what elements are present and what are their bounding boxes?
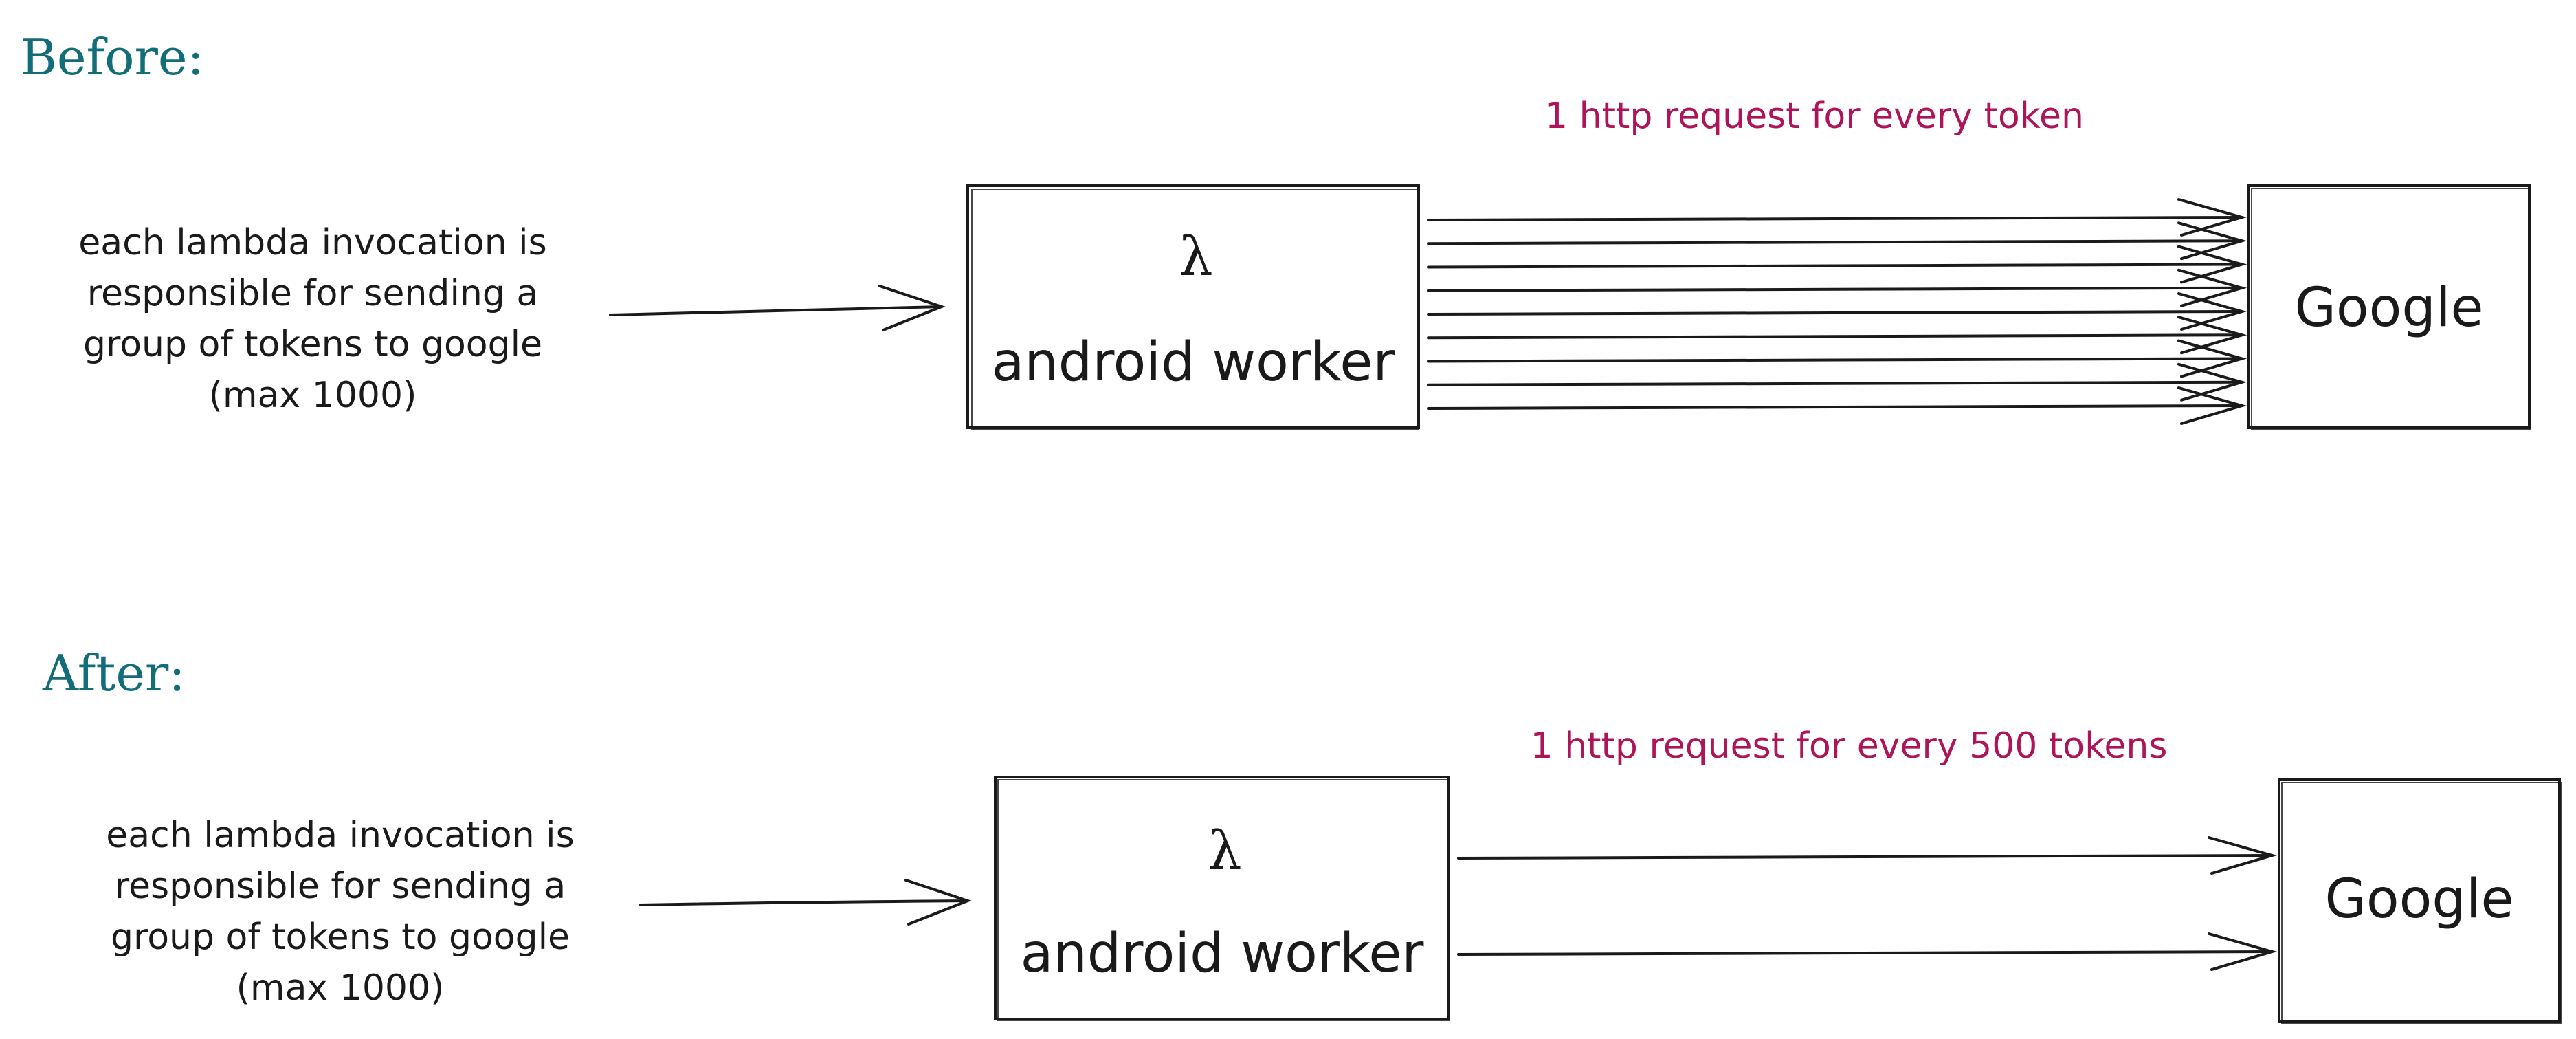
before-description: each lambda invocation is responsible fo…: [78, 222, 546, 416]
before-worker-box: λ android worker: [966, 184, 1420, 430]
before-google-box: Google: [2247, 184, 2531, 430]
after-title: After:: [42, 644, 186, 702]
after-worker-box: λ android worker: [994, 776, 1450, 1021]
before-google-label: Google: [2294, 277, 2483, 339]
before-section: Before: each lambda invocation is respon…: [21, 28, 2531, 430]
after-request-arrow: [1457, 836, 2278, 875]
before-input-arrow: [609, 285, 946, 331]
after-google-box: Google: [2278, 778, 2562, 1024]
before-annotation: 1 http request for every token: [1545, 96, 2084, 137]
before-request-arrow: [1427, 198, 2247, 237]
after-request-arrow: [1457, 932, 2278, 971]
before-description-line-3: group of tokens to google: [83, 324, 542, 365]
before-request-arrows: [1427, 198, 2247, 425]
before-worker-label: android worker: [992, 331, 1396, 393]
before-description-line-4: (max 1000): [209, 375, 417, 416]
after-google-label: Google: [2324, 868, 2513, 930]
after-input-arrow: [639, 879, 972, 926]
before-lambda-symbol: λ: [1179, 226, 1212, 288]
after-annotation: 1 http request for every 500 tokens: [1531, 725, 2168, 767]
after-description-line-2: responsible for sending a: [115, 866, 566, 907]
after-description-line-1: each lambda invocation is: [106, 815, 574, 856]
before-title: Before:: [21, 28, 204, 86]
before-request-arrow: [1427, 362, 2247, 402]
after-description-line-3: group of tokens to google: [111, 917, 570, 958]
after-lambda-symbol: λ: [1208, 820, 1241, 882]
after-request-arrows: [1457, 836, 2278, 971]
after-description: each lambda invocation is responsible fo…: [106, 815, 574, 1009]
before-request-arrow: [1427, 245, 2247, 284]
before-request-arrow: [1427, 386, 2247, 425]
before-description-line-1: each lambda invocation is: [78, 222, 546, 263]
before-request-arrow: [1427, 221, 2247, 261]
before-description-line-2: responsible for sending a: [87, 273, 539, 314]
before-request-arrow: [1427, 292, 2247, 331]
after-description-line-4: (max 1000): [236, 967, 445, 1009]
before-request-arrow: [1427, 316, 2247, 355]
before-request-arrow: [1427, 339, 2247, 378]
after-section: After: each lambda invocation is respons…: [42, 644, 2562, 1024]
after-worker-label: android worker: [1021, 923, 1425, 985]
before-request-arrow: [1427, 268, 2247, 307]
